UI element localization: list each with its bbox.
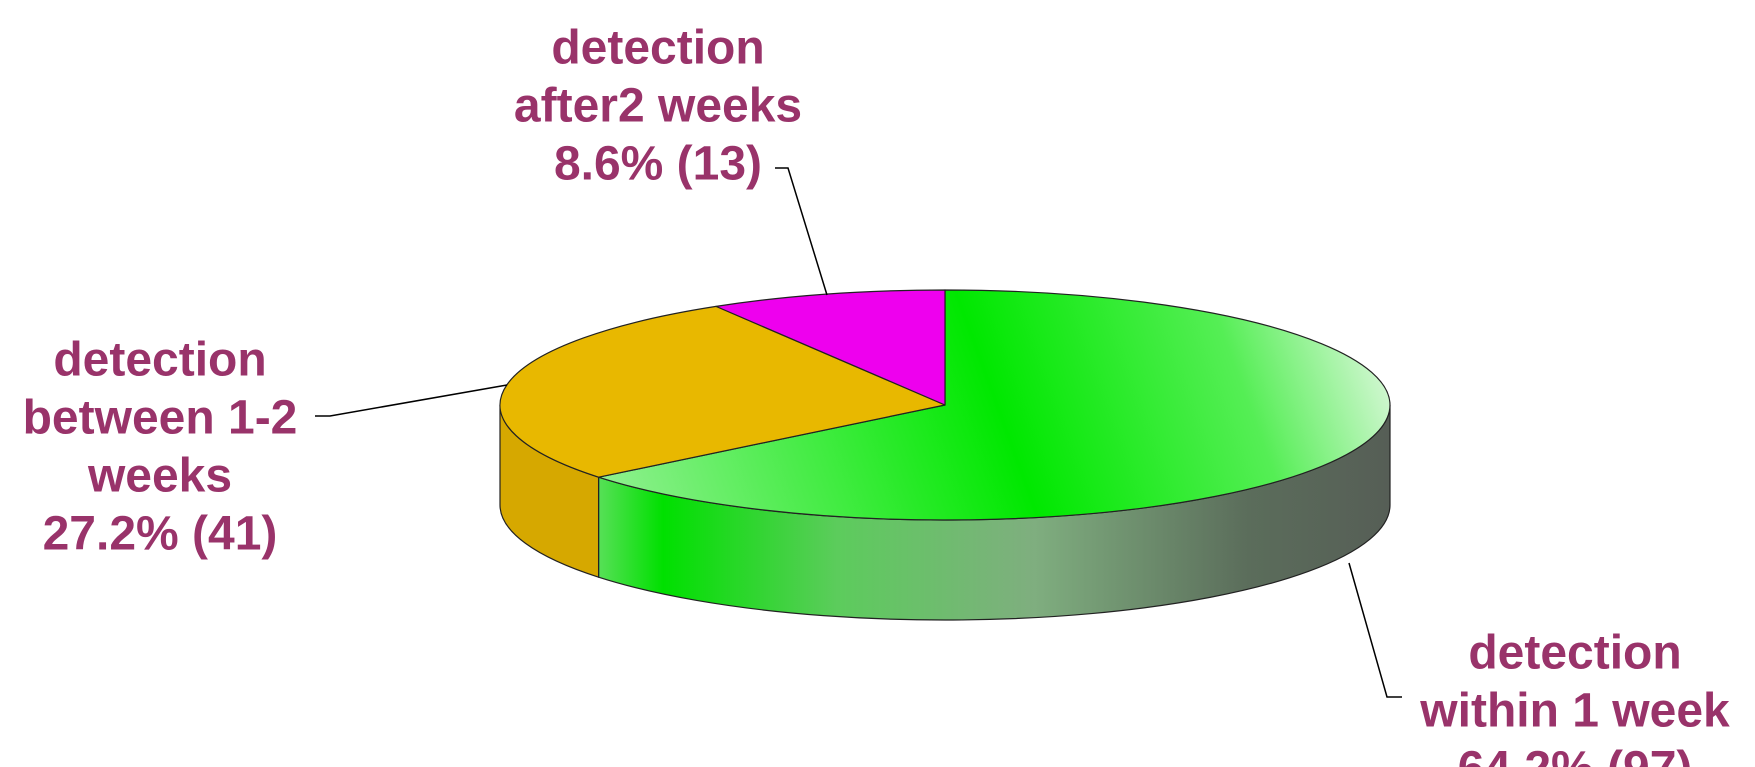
leader-line-after-2-weeks [775,167,828,296]
leader-lines [315,167,1402,698]
category-label-within-1-week: within 1 week [1419,685,1730,738]
percent-label-between-1-2-weeks: 27.2% (41) [43,508,278,561]
leader-line-between-1-2-weeks [315,384,508,417]
pie-slices [499,289,1391,621]
category-label-within-1-week: detection [1468,627,1681,680]
percent-label-within-1-week: 64.2% (97) [1458,743,1693,767]
category-label-after-2-weeks: detection [551,22,764,75]
category-label-after-2-weeks: after2 weeks [514,80,802,133]
percent-label-after-2-weeks: 8.6% (13) [554,138,762,191]
category-label-between-1-2-weeks: weeks [87,450,232,503]
category-label-between-1-2-weeks: between 1-2 [23,392,298,445]
label-between-1-2-weeks: detection between 1-2 weeks 27.2% (41) [23,334,298,561]
category-label-between-1-2-weeks: detection [53,334,266,387]
leader-line-within-1-week [1348,562,1402,698]
slice-within-1-week [597,289,1391,521]
label-after-2-weeks: detection after2 weeks 8.6% (13) [514,22,802,191]
